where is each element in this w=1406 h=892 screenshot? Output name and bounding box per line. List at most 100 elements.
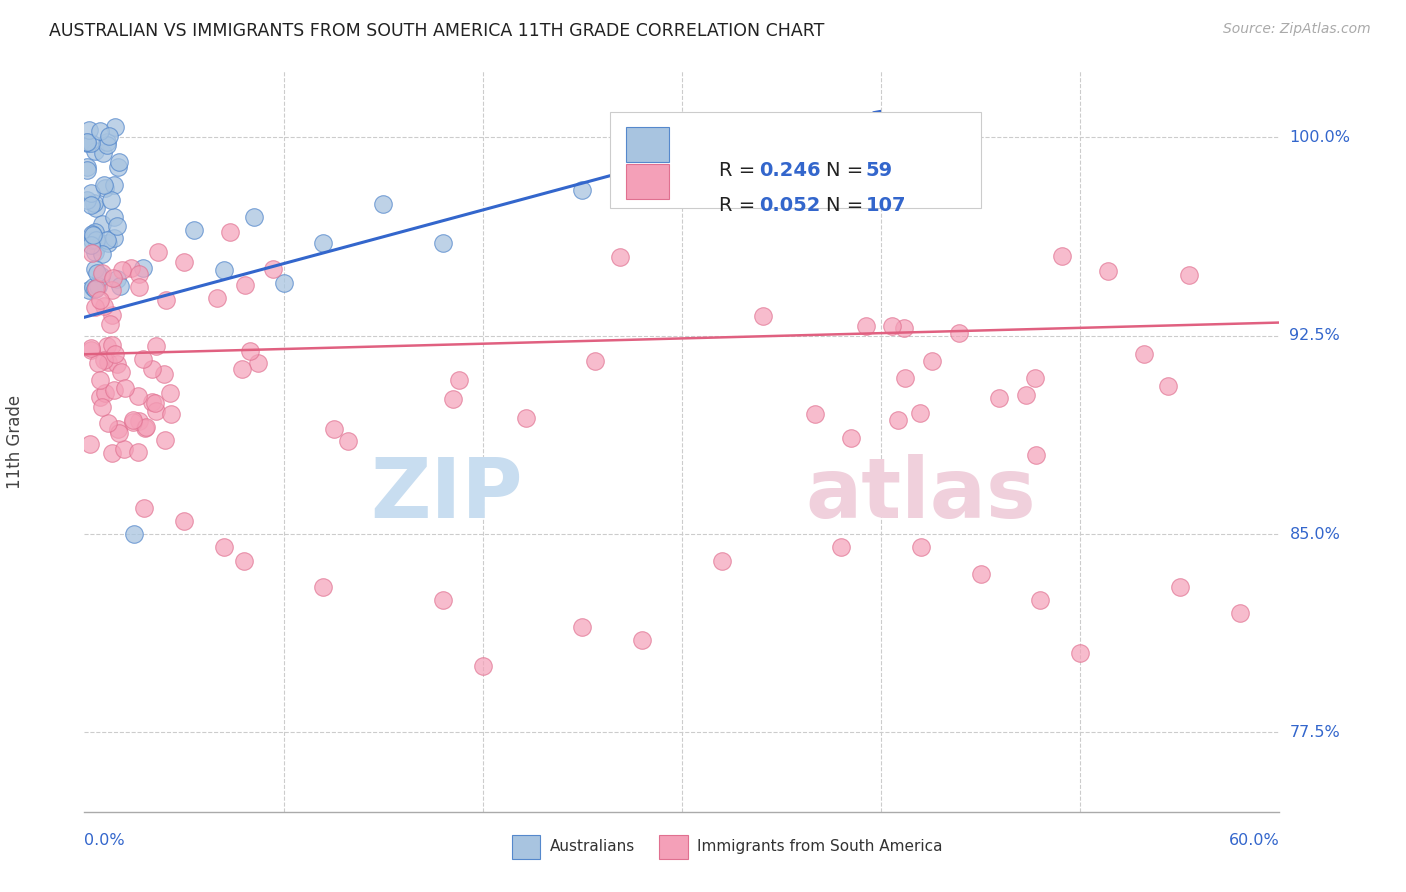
Text: AUSTRALIAN VS IMMIGRANTS FROM SOUTH AMERICA 11TH GRADE CORRELATION CHART: AUSTRALIAN VS IMMIGRANTS FROM SOUTH AMER… — [49, 22, 824, 40]
Point — [84, 282, 107, 296]
Point — [114, 381, 136, 395]
FancyBboxPatch shape — [626, 163, 669, 199]
Point — [155, 434, 177, 448]
Point — [93, 178, 115, 193]
Point — [91, 266, 114, 280]
Point — [105, 219, 128, 234]
Point — [96, 233, 118, 247]
Text: 107: 107 — [866, 195, 907, 215]
Point — [122, 527, 145, 541]
Point — [145, 339, 167, 353]
Point — [1024, 370, 1046, 384]
Point — [83, 244, 105, 259]
Point — [107, 160, 129, 174]
Point — [120, 261, 142, 276]
Point — [84, 201, 107, 215]
Point — [84, 226, 107, 240]
Point — [93, 352, 115, 367]
Text: 59: 59 — [866, 161, 893, 180]
Point — [79, 437, 101, 451]
Point — [1050, 249, 1073, 263]
Point — [312, 236, 335, 251]
Point — [218, 225, 240, 239]
Point — [83, 144, 105, 158]
Point — [80, 198, 103, 212]
Point — [89, 373, 111, 387]
Point — [447, 373, 470, 387]
Text: 100.0%: 100.0% — [1289, 130, 1350, 145]
Point — [830, 541, 852, 555]
Point — [89, 390, 111, 404]
Point — [1069, 646, 1091, 660]
FancyBboxPatch shape — [610, 112, 981, 209]
Point — [122, 413, 145, 427]
Point — [93, 299, 115, 313]
Point — [97, 355, 120, 369]
Point — [631, 632, 654, 647]
Point — [239, 344, 262, 359]
Point — [212, 262, 235, 277]
Point — [233, 277, 256, 292]
Point — [97, 235, 120, 250]
Point — [921, 353, 943, 368]
Point — [90, 247, 112, 261]
Point — [80, 136, 103, 151]
Point — [988, 391, 1011, 405]
Point — [76, 136, 98, 150]
Point — [1157, 379, 1180, 393]
Text: 60.0%: 60.0% — [1229, 833, 1279, 848]
Point — [1029, 593, 1052, 607]
Point — [571, 619, 593, 633]
Point — [77, 122, 100, 136]
Point — [131, 351, 153, 366]
Text: R =: R = — [720, 195, 762, 215]
Point — [103, 178, 125, 192]
Point — [153, 368, 176, 382]
Point — [110, 365, 132, 379]
Point — [132, 260, 155, 275]
Point — [134, 421, 156, 435]
Point — [89, 293, 111, 308]
Point — [76, 194, 98, 208]
Point — [141, 362, 163, 376]
Point — [76, 163, 98, 178]
Text: 77.5%: 77.5% — [1289, 725, 1340, 739]
Point — [87, 356, 110, 370]
Point — [432, 236, 454, 251]
Point — [571, 183, 593, 197]
Point — [80, 186, 103, 201]
Text: 0.246: 0.246 — [759, 161, 821, 180]
Point — [86, 281, 108, 295]
Point — [96, 339, 118, 353]
Point — [1015, 388, 1038, 402]
Point — [121, 415, 143, 429]
Point — [262, 262, 284, 277]
Point — [127, 389, 149, 403]
Point — [205, 291, 228, 305]
Point — [183, 223, 205, 237]
Point — [893, 320, 915, 334]
Point — [82, 227, 104, 242]
Point — [141, 395, 163, 409]
Point — [76, 160, 98, 174]
Text: Immigrants from South America: Immigrants from South America — [697, 839, 943, 855]
Point — [103, 120, 125, 134]
Point — [160, 407, 183, 421]
Text: ZIP: ZIP — [370, 454, 523, 535]
Point — [609, 250, 631, 264]
Point — [98, 129, 121, 144]
Point — [103, 384, 125, 398]
Point — [515, 411, 537, 425]
Text: N =: N = — [827, 161, 870, 180]
Point — [751, 309, 773, 323]
Point — [101, 446, 124, 460]
Point — [908, 406, 931, 420]
Point — [242, 210, 264, 224]
Point — [1229, 607, 1251, 621]
Point — [100, 283, 122, 297]
Point — [1133, 347, 1156, 361]
Point — [108, 425, 131, 440]
Point — [1178, 268, 1201, 282]
Point — [76, 136, 98, 150]
Point — [84, 300, 107, 314]
